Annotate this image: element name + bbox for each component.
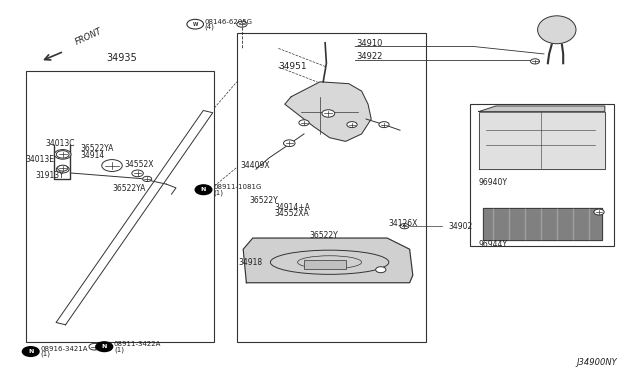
Circle shape [400,224,409,229]
Text: N: N [28,349,33,354]
Polygon shape [483,208,602,240]
Text: 36522Y: 36522Y [309,231,338,240]
Text: N: N [102,344,107,349]
Circle shape [56,151,69,158]
Text: 34552X: 34552X [125,160,154,169]
Circle shape [594,209,604,215]
Circle shape [54,150,71,159]
Text: N: N [201,187,206,192]
Ellipse shape [538,16,576,44]
Text: 34013C: 34013C [45,139,75,148]
Text: 34935: 34935 [106,53,137,62]
Polygon shape [479,112,605,169]
Circle shape [187,19,204,29]
Bar [304,260,346,269]
Circle shape [89,343,100,350]
Text: 96940Y: 96940Y [479,178,508,187]
Text: 96944Y: 96944Y [479,240,508,249]
Bar [26,71,214,342]
Text: 34013E: 34013E [26,155,54,164]
Text: 36522Y: 36522Y [250,196,278,205]
Circle shape [347,122,357,128]
Polygon shape [243,238,413,283]
Bar [470,104,614,246]
Circle shape [299,120,309,126]
Circle shape [96,342,113,352]
Text: 34918: 34918 [239,258,263,267]
Circle shape [531,59,540,64]
Text: 08911-1081G: 08911-1081G [213,185,262,190]
Text: 34902: 34902 [448,222,472,231]
Circle shape [102,160,122,171]
Text: 34910: 34910 [356,39,383,48]
Text: W: W [193,22,198,27]
Polygon shape [285,82,371,141]
Text: 34409X: 34409X [240,161,269,170]
Circle shape [22,347,39,356]
Polygon shape [479,106,605,112]
Text: 08146-6205G: 08146-6205G [205,19,253,25]
Circle shape [195,185,212,195]
Text: 08911-3422A: 08911-3422A [114,341,161,347]
Text: 34914: 34914 [80,151,104,160]
Text: J34900NY: J34900NY [577,358,618,367]
Text: (1): (1) [213,189,223,196]
Text: 31913Y: 31913Y [35,171,64,180]
Bar [237,33,426,342]
Circle shape [376,267,386,273]
Polygon shape [56,110,212,325]
Text: (1): (1) [114,346,124,353]
Circle shape [143,176,152,182]
Circle shape [322,110,335,117]
Circle shape [56,166,69,173]
Text: 36522YA: 36522YA [112,184,145,193]
Text: 34951: 34951 [278,62,307,71]
Text: 34922: 34922 [356,52,383,61]
Text: 36522YA: 36522YA [80,144,113,153]
Circle shape [284,140,295,147]
Text: FRONT: FRONT [74,26,104,46]
Text: 08916-3421A: 08916-3421A [40,346,88,352]
Circle shape [58,165,68,171]
Text: 34552XA: 34552XA [274,209,308,218]
Text: 34914+A: 34914+A [274,203,310,212]
Circle shape [132,170,143,177]
Text: 34126X: 34126X [388,219,418,228]
Circle shape [237,21,247,27]
Text: (4): (4) [205,24,214,31]
Circle shape [379,122,389,128]
Text: (1): (1) [40,350,51,357]
